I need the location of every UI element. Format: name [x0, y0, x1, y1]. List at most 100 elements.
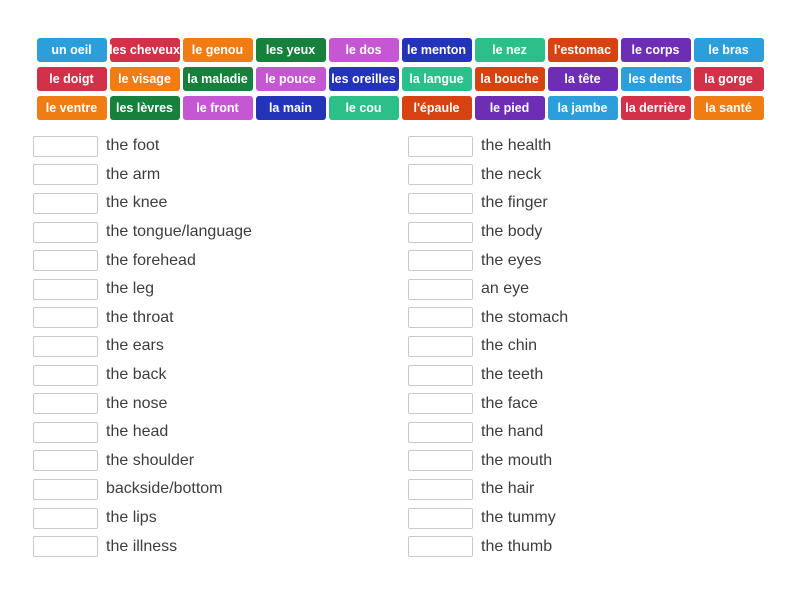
match-item-label: the hand [481, 423, 544, 441]
word-tile[interactable]: le genou [182, 38, 253, 62]
match-item: the eyes [408, 246, 568, 275]
word-tile[interactable]: la jambe [547, 96, 618, 120]
answer-slot[interactable] [33, 364, 98, 386]
answer-slot[interactable] [408, 507, 473, 529]
answer-slot[interactable] [408, 478, 473, 500]
word-tile[interactable]: la gorge [693, 67, 764, 91]
answer-slot[interactable] [408, 250, 473, 272]
word-tile[interactable]: la derrière [620, 96, 691, 120]
match-item-label: the arm [106, 165, 161, 183]
word-tile[interactable]: le doigt [36, 67, 107, 91]
answer-slot[interactable] [408, 307, 473, 329]
match-item-label: the finger [481, 194, 548, 212]
match-item-label: the body [481, 223, 543, 241]
answer-slot[interactable] [408, 192, 473, 214]
answer-slot[interactable] [408, 335, 473, 357]
match-item-label: the mouth [481, 451, 553, 469]
match-item-label: the throat [106, 308, 174, 326]
match-item: the lips [33, 504, 252, 533]
word-tile[interactable]: les oreilles [328, 67, 399, 91]
match-item: the arm [33, 161, 252, 190]
answer-slot[interactable] [408, 450, 473, 472]
match-item-label: the ears [106, 337, 164, 355]
answer-slot[interactable] [33, 307, 98, 329]
answer-slot[interactable] [408, 364, 473, 386]
word-tile[interactable]: la bouche [474, 67, 545, 91]
match-item: an eye [408, 275, 568, 304]
word-tile[interactable]: la langue [401, 67, 472, 91]
word-tile[interactable]: le nez [474, 38, 545, 62]
answer-slot[interactable] [408, 164, 473, 186]
match-item-label: the head [106, 423, 169, 441]
answer-slot[interactable] [33, 421, 98, 443]
answer-slot[interactable] [33, 278, 98, 300]
answer-slot[interactable] [408, 393, 473, 415]
answer-slot[interactable] [33, 135, 98, 157]
word-tile[interactable]: la maladie [182, 67, 253, 91]
answer-slot[interactable] [33, 450, 98, 472]
tile-row: le ventre les lèvres le front la main le cou… [0, 96, 800, 120]
match-item: the body [408, 218, 568, 247]
word-tile[interactable]: le pouce [255, 67, 326, 91]
match-item: the hand [408, 418, 568, 447]
word-tile[interactable]: le front [182, 96, 253, 120]
match-item: the head [33, 418, 252, 447]
word-tile[interactable]: le cou [328, 96, 399, 120]
word-tile[interactable]: les yeux [255, 38, 326, 62]
match-item: the stomach [408, 304, 568, 333]
word-tile[interactable]: le visage [109, 67, 180, 91]
answer-slot[interactable] [33, 192, 98, 214]
answer-slot[interactable] [408, 421, 473, 443]
word-tile[interactable]: le pied [474, 96, 545, 120]
answer-slot[interactable] [33, 536, 98, 558]
word-tile[interactable]: le menton [401, 38, 472, 62]
answer-slot[interactable] [408, 135, 473, 157]
word-tile[interactable]: la santé [693, 96, 764, 120]
match-item-label: the tongue/language [106, 223, 252, 241]
word-tile[interactable]: le bras [693, 38, 764, 62]
match-item: the foot [33, 132, 252, 161]
match-item-label: the lips [106, 509, 157, 527]
match-item: the ears [33, 332, 252, 361]
word-tile[interactable]: la main [255, 96, 326, 120]
word-tile[interactable]: les lèvres [109, 96, 180, 120]
match-item: the chin [408, 332, 568, 361]
answer-slot[interactable] [408, 221, 473, 243]
word-tile[interactable]: l'épaule [401, 96, 472, 120]
match-item-label: the illness [106, 537, 178, 555]
word-tile[interactable]: la tête [547, 67, 618, 91]
word-tile[interactable]: le dos [328, 38, 399, 62]
match-item: the leg [33, 275, 252, 304]
answer-slot[interactable] [33, 478, 98, 500]
answer-slot[interactable] [33, 335, 98, 357]
match-item: the forehead [33, 246, 252, 275]
answer-slot[interactable] [33, 164, 98, 186]
answer-slot[interactable] [33, 221, 98, 243]
match-column-right: the health the neck the finger the body the … [408, 132, 568, 561]
answer-slot[interactable] [408, 278, 473, 300]
match-item-label: the foot [106, 137, 160, 155]
word-tile[interactable]: le ventre [36, 96, 107, 120]
word-tile[interactable]: les dents [620, 67, 691, 91]
answer-slot[interactable] [33, 507, 98, 529]
word-tile[interactable]: le corps [620, 38, 691, 62]
answer-slot[interactable] [408, 536, 473, 558]
word-tile[interactable]: un oeil [36, 38, 107, 62]
match-item-label: the nose [106, 394, 168, 412]
word-tile[interactable]: l'estomac [547, 38, 618, 62]
match-item-label: the face [481, 394, 538, 412]
match-item: the mouth [408, 447, 568, 476]
match-item-label: backside/bottom [106, 480, 223, 498]
match-item: the tongue/language [33, 218, 252, 247]
word-tile[interactable]: les cheveux [109, 38, 180, 62]
match-item: the tummy [408, 504, 568, 533]
match-item: backside/bottom [33, 475, 252, 504]
match-item-label: the chin [481, 337, 538, 355]
match-item-label: the stomach [481, 308, 569, 326]
match-item-label: the back [106, 366, 167, 384]
match-item-label: the leg [106, 280, 155, 298]
answer-slot[interactable] [33, 250, 98, 272]
match-column-left: the foot the arm the knee the tongue/langua… [33, 132, 252, 561]
answer-slot[interactable] [33, 393, 98, 415]
match-item-label: the forehead [106, 251, 196, 269]
